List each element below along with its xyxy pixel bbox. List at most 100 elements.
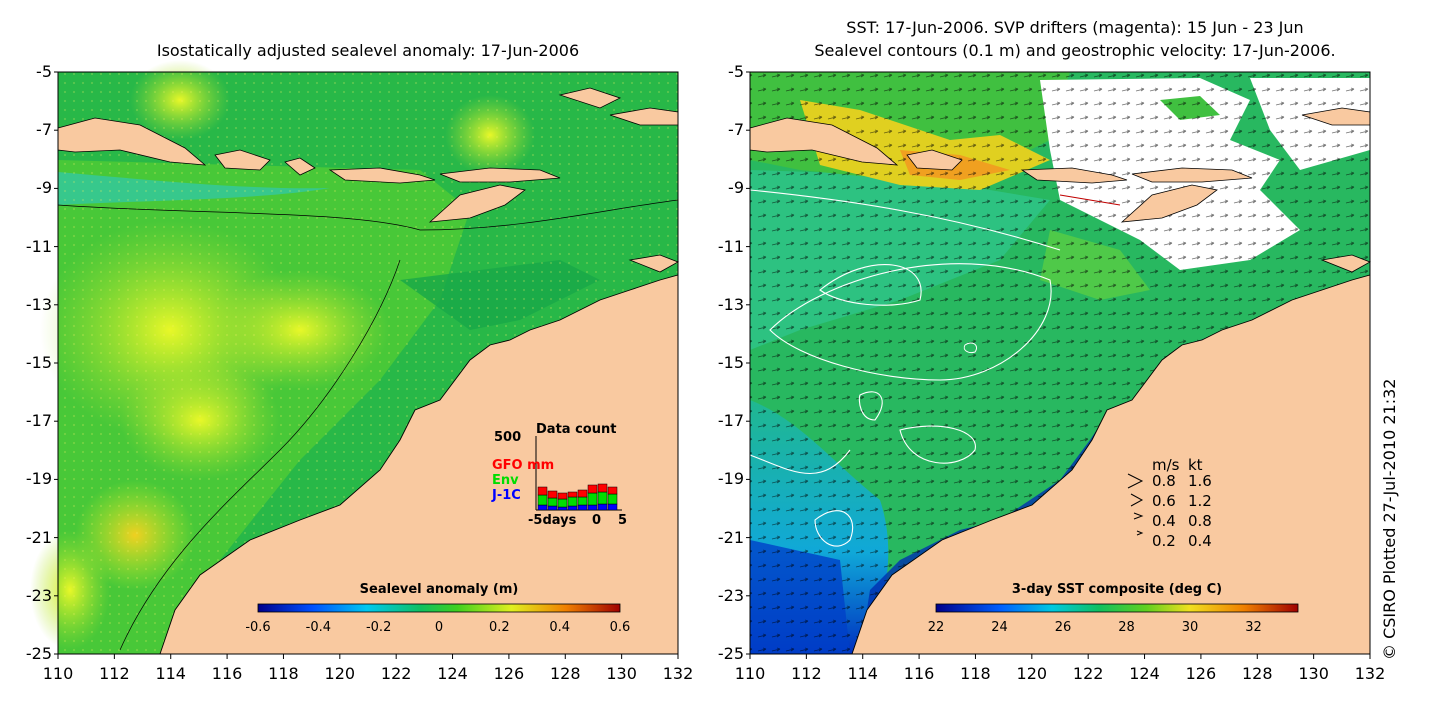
sst-colorbar-tick: 30 — [1181, 620, 1199, 635]
inset-legend-j1c: J-1C — [492, 488, 521, 503]
inset-bar-segment — [567, 491, 578, 498]
left-x-tick-label: 124 — [437, 664, 468, 683]
left-y-tick-label: -7 — [36, 120, 52, 140]
right-y-tick-label: -13 — [717, 294, 744, 314]
right-x-tick-label: 130 — [1298, 664, 1329, 683]
sla-colorbar-tick: 0 — [434, 620, 444, 635]
inset-bar-segment — [607, 486, 618, 495]
sla-colorbar-tick: 0.2 — [488, 620, 510, 635]
velocity-legend-ms: 0.4 — [1152, 512, 1176, 530]
inset-bar-segment — [587, 504, 598, 511]
inset-bar-segment — [557, 498, 568, 508]
right-x-tick-label: 116 — [903, 664, 935, 683]
left-x-tick-label: 130 — [606, 664, 637, 683]
right-y-tick-label: -5 — [728, 62, 744, 81]
right-y-tick-label: -19 — [717, 469, 744, 489]
left-x-tick-label: 132 — [662, 664, 694, 683]
sla-colorbar-title: Sealevel anomaly (m) — [359, 582, 519, 597]
left-y-tick-label: -21 — [25, 527, 52, 547]
sla-colorbar-tick: -0.6 — [245, 620, 271, 635]
right-x-tick-label: 110 — [734, 664, 766, 683]
right-x-tick-label: 128 — [1241, 664, 1273, 683]
inset-bar-segment — [577, 496, 588, 506]
left-y-tick-label: -23 — [25, 585, 52, 605]
left-y-tick-label: -25 — [25, 644, 52, 663]
velocity-legend-ms: 0.6 — [1152, 492, 1176, 510]
left-map-title: Isostatically adjusted sealevel anomaly:… — [156, 41, 580, 60]
sst-colorbar-title: 3-day SST composite (deg C) — [1011, 582, 1223, 597]
left-x-tick-label: 116 — [211, 664, 243, 683]
inset-y-label: 500 — [494, 430, 522, 445]
left-x-tick-label: 112 — [99, 664, 130, 683]
right-y-tick-label: -21 — [717, 527, 744, 547]
right-x-tick-label: 132 — [1354, 664, 1386, 683]
inset-title: Data count — [536, 422, 617, 437]
inset-bar-segment — [537, 504, 548, 511]
right-x-tick-label: 122 — [1072, 664, 1104, 683]
sla-colorbar-tick: 0.6 — [609, 620, 631, 635]
inset-legend-env: Env — [492, 473, 519, 488]
right-map-title-line2: Sealevel contours (0.1 m) and geostrophi… — [814, 41, 1336, 60]
inset-bar-segment — [607, 493, 618, 505]
credit-text: © CSIRO Plotted 27-Jul-2010 21:32 — [1380, 378, 1399, 660]
sla-colorbar-tick: -0.2 — [365, 620, 392, 635]
inset-bar-segment — [567, 496, 578, 507]
inset-bar-segment — [557, 492, 568, 500]
right-y-tick-label: -15 — [717, 353, 744, 372]
inset-bar-segment — [547, 497, 558, 507]
left-y-tick-label: -13 — [25, 294, 52, 314]
inset-bar-segment — [547, 490, 558, 499]
right-map-title-line1: SST: 17-Jun-2006. SVP drifters (magenta)… — [846, 18, 1304, 37]
velocity-legend-header-ms: m/s — [1152, 456, 1180, 474]
inset-x-left: -5days — [528, 513, 577, 528]
left-x-tick-label: 128 — [549, 664, 581, 683]
inset-bar-segment — [607, 503, 618, 511]
velocity-legend-kt: 1.2 — [1188, 492, 1212, 510]
inset-x-right: 5 — [618, 513, 628, 528]
left-y-tick-label: -5 — [36, 62, 52, 81]
velocity-legend-kt: 0.4 — [1188, 532, 1212, 550]
inset-x-mid: 0 — [592, 513, 602, 528]
left-x-tick-label: 114 — [155, 664, 186, 683]
inset-bar-segment — [537, 494, 548, 506]
velocity-legend-ms: 0.8 — [1152, 472, 1176, 490]
left-y-tick-label: -11 — [25, 236, 52, 256]
sla-colorbar — [257, 603, 621, 613]
right-y-tick-label: -25 — [717, 644, 744, 663]
inset-bar-segment — [577, 504, 588, 511]
inset-bar-segment — [597, 491, 608, 505]
velocity-legend-kt: 1.6 — [1188, 472, 1212, 490]
inset-bar-segment — [547, 505, 558, 511]
right-x-tick-label: 120 — [1016, 664, 1048, 683]
sst-colorbar-tick: 28 — [1118, 620, 1135, 635]
right-x-tick-label: 114 — [847, 664, 878, 683]
left-sla-map — [30, 60, 679, 655]
inset-legend-gfo: GFO mm — [492, 458, 555, 473]
sst-colorbar-tick: 24 — [991, 620, 1008, 635]
right-y-tick-label: -11 — [717, 236, 744, 256]
sla-colorbar-tick: -0.4 — [305, 620, 332, 635]
inset-bar-segment — [557, 506, 568, 511]
left-x-tick-label: 120 — [324, 664, 356, 683]
right-x-tick-label: 126 — [1185, 664, 1217, 683]
inset-bar-segment — [577, 489, 588, 498]
right-y-tick-label: -9 — [728, 178, 744, 198]
left-y-tick-label: -15 — [25, 353, 52, 372]
left-x-tick-label: 110 — [42, 664, 74, 683]
data-count-inset — [535, 436, 622, 511]
sst-colorbar-tick: 22 — [927, 620, 945, 635]
inset-bar-segment — [567, 505, 578, 511]
left-x-tick-label: 118 — [268, 664, 299, 683]
right-x-tick-label: 112 — [791, 664, 822, 683]
sst-colorbar-tick: 26 — [1054, 620, 1072, 635]
right-y-tick-label: -17 — [717, 411, 744, 431]
inset-bar-segment — [597, 483, 608, 493]
left-y-tick-label: -19 — [25, 469, 52, 489]
inset-bar-segment — [537, 486, 548, 496]
inset-bar-segment — [597, 503, 608, 511]
right-y-tick-label: -7 — [728, 120, 744, 140]
right-sst-map — [749, 71, 1371, 655]
velocity-legend-kt: 0.8 — [1188, 512, 1212, 530]
left-y-tick-label: -17 — [25, 411, 52, 431]
